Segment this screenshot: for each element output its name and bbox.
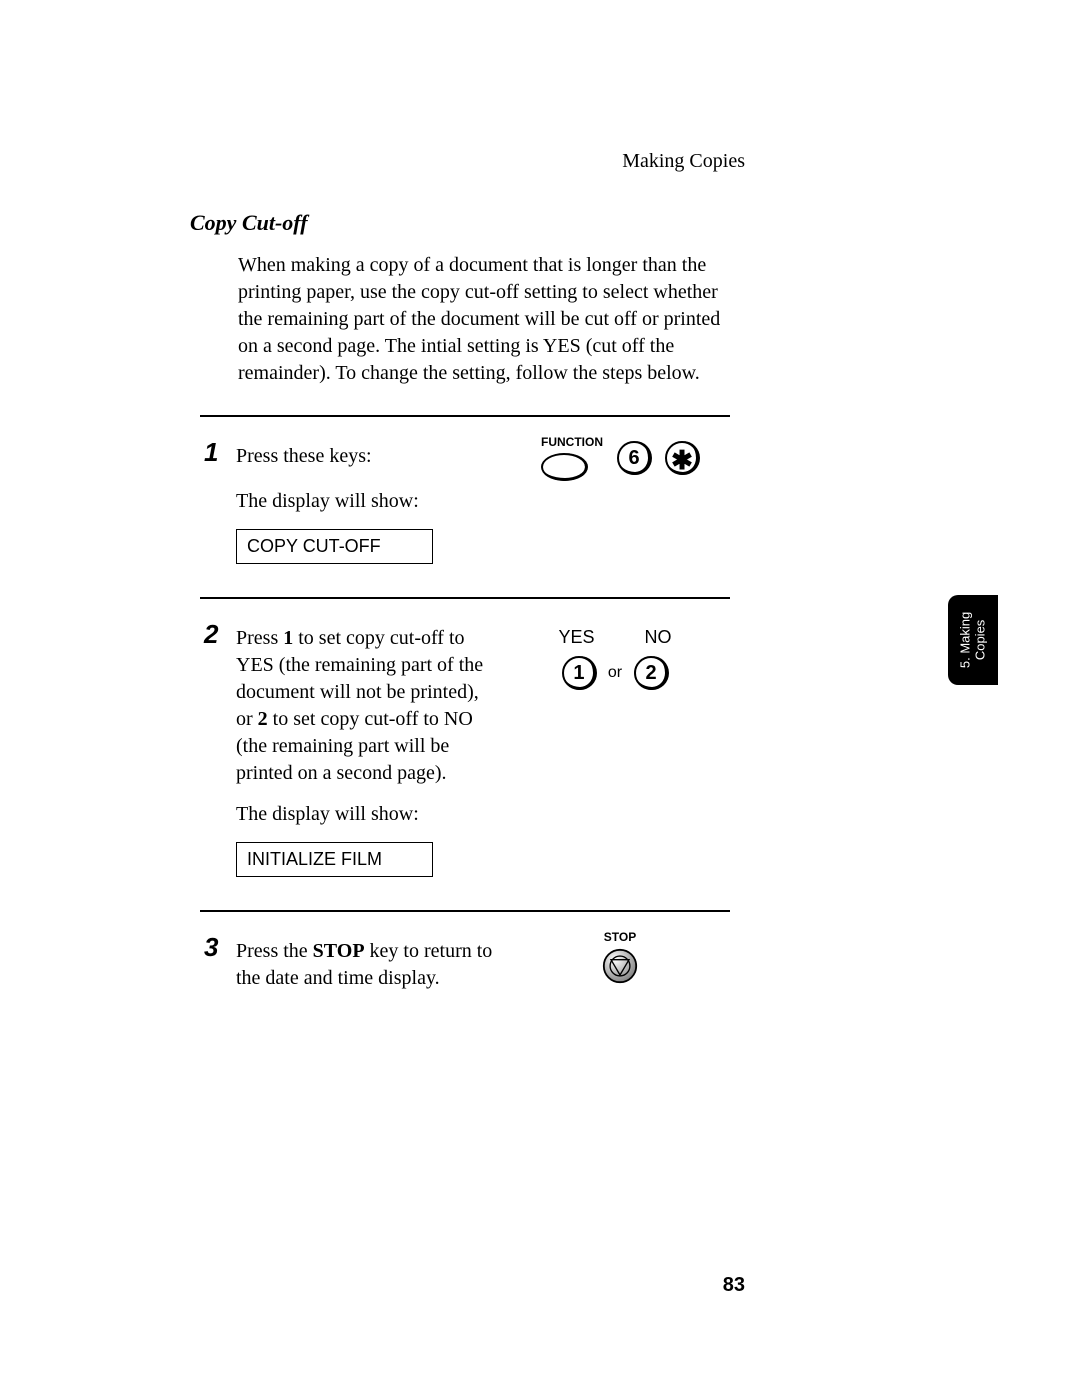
section-title: Copy Cut-off — [190, 210, 910, 236]
divider — [200, 910, 730, 912]
keypad-6-label: 6 — [628, 447, 639, 470]
step-number: 2 — [204, 619, 218, 650]
function-label: FUNCTION — [541, 435, 603, 449]
step-text: Press the STOP key to return to the date… — [236, 938, 496, 992]
step2-line2: The display will show: — [236, 801, 496, 828]
no-label: NO — [645, 627, 672, 648]
step3-keys: STOP — [580, 930, 660, 984]
lcd-display: COPY CUT-OFF — [236, 529, 433, 564]
or-text: or — [608, 664, 622, 682]
intro-paragraph: When making a copy of a document that is… — [238, 252, 728, 387]
step-3: 3 Press the STOP key to return to the da… — [200, 920, 730, 1017]
stop-word: STOP — [313, 940, 365, 962]
step1-keys: FUNCTION 6 ✱ — [520, 435, 720, 481]
step-text: Press 1 to set copy cut-off to YES (the … — [236, 625, 496, 828]
stop-key-icon — [602, 948, 638, 984]
divider — [200, 415, 730, 417]
step1-line1: Press these keys: — [236, 443, 496, 470]
t: to set copy cut-off to NO (the remaining… — [236, 708, 473, 784]
t: Press the — [236, 940, 313, 962]
key-ref-1: 1 — [283, 627, 293, 649]
keypad-star-label: ✱ — [671, 447, 693, 473]
step-1: 1 Press these keys: The display will sho… — [200, 425, 730, 589]
keypad-1-label: 1 — [573, 662, 584, 685]
keypad-1-icon: 1 — [562, 656, 596, 690]
step-text: Press these keys: The display will show: — [236, 443, 496, 515]
keypad-6-icon: 6 — [617, 441, 651, 475]
keypad-star-icon: ✱ — [665, 441, 699, 475]
key-ref-2: 2 — [258, 708, 268, 730]
function-key-icon — [541, 453, 587, 481]
t: Press — [236, 627, 283, 649]
keypad-2-label: 2 — [646, 662, 657, 685]
divider — [200, 597, 730, 599]
keypad-2-icon: 2 — [634, 656, 668, 690]
lcd-display: INITIALIZE FILM — [236, 842, 433, 877]
step2-keys: YES NO 1 or 2 — [540, 627, 690, 690]
tab-line1: 5. Making — [957, 612, 972, 668]
step1-line2: The display will show: — [236, 488, 496, 515]
chapter-thumb-tab: 5. Making Copies — [948, 595, 998, 685]
page-number: 83 — [723, 1274, 745, 1297]
running-header: Making Copies — [622, 150, 745, 173]
manual-page: Making Copies Copy Cut-off When making a… — [0, 0, 1080, 1397]
yes-label: YES — [558, 627, 594, 648]
step-2: 2 Press 1 to set copy cut-off to YES (th… — [200, 607, 730, 902]
function-key-group: FUNCTION — [541, 435, 603, 481]
step-number: 1 — [204, 437, 218, 468]
tab-line2: Copies — [972, 620, 987, 660]
step-number: 3 — [204, 932, 218, 963]
stop-label: STOP — [580, 930, 660, 944]
